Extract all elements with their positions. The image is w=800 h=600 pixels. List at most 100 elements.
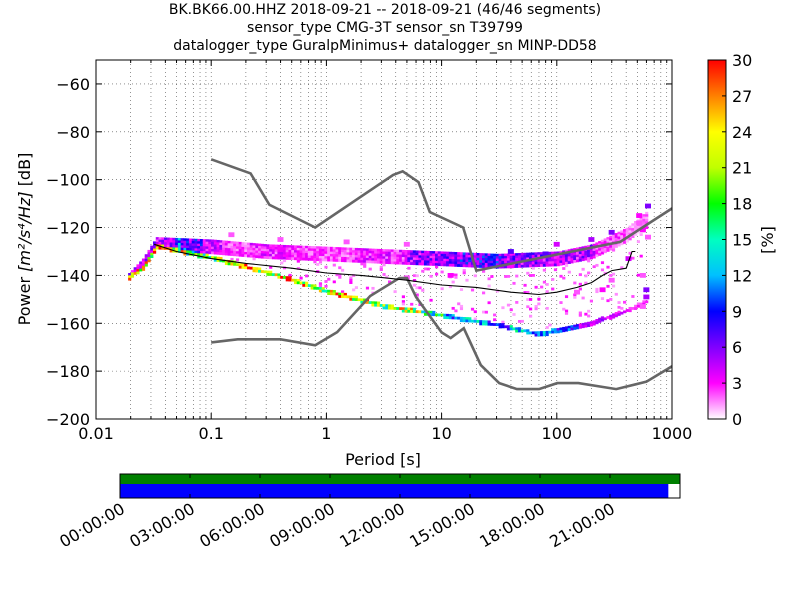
histogram-cell xyxy=(642,216,646,220)
histogram-cell xyxy=(365,248,370,252)
histogram-cell xyxy=(520,255,524,259)
histogram-cell xyxy=(600,239,605,243)
histogram-cell xyxy=(526,255,530,258)
histogram-cell xyxy=(343,259,347,263)
histogram-cell xyxy=(274,256,278,260)
histogram-cell xyxy=(191,243,195,247)
histogram-cell xyxy=(584,281,588,285)
histogram-cell xyxy=(288,278,292,282)
histogram-cell xyxy=(379,304,383,307)
histogram-cell xyxy=(313,253,317,257)
histogram-cell xyxy=(338,256,342,260)
histogram-cell xyxy=(371,248,375,252)
histogram-cell xyxy=(382,263,386,267)
histogram-cell xyxy=(371,251,375,254)
histogram-cell xyxy=(578,256,582,260)
histogram-cell xyxy=(144,259,148,262)
histogram-cell xyxy=(329,256,334,260)
histogram-cell xyxy=(407,254,411,258)
histogram-cell xyxy=(363,265,367,268)
histogram-cell xyxy=(603,247,607,251)
histogram-cell xyxy=(130,270,135,273)
histogram-cell xyxy=(448,316,452,320)
histogram-cell xyxy=(631,228,635,231)
histogram-cell xyxy=(457,259,461,263)
histogram-cell xyxy=(490,263,494,266)
histogram-cell xyxy=(589,299,593,303)
histogram-cell xyxy=(147,259,151,263)
histogram-cell xyxy=(404,257,408,260)
histogram-cell xyxy=(152,243,157,247)
histogram-cell xyxy=(324,284,328,288)
histogram-cell xyxy=(327,253,331,257)
histogram-cell xyxy=(379,258,383,262)
histogram-cell xyxy=(578,313,582,317)
histogram-cell xyxy=(529,314,533,318)
histogram-cell xyxy=(540,285,544,289)
histogram-cell xyxy=(260,246,264,250)
histogram-patch xyxy=(644,234,651,240)
histogram-cell xyxy=(244,251,248,255)
histogram-cell xyxy=(620,266,624,270)
histogram-cell xyxy=(183,240,187,244)
histogram-cell xyxy=(451,314,455,317)
histogram-cell xyxy=(587,321,591,325)
histogram-cell xyxy=(152,246,157,249)
histogram-cell xyxy=(318,258,323,262)
histogram-cell xyxy=(291,257,295,261)
psd-histogram xyxy=(128,203,651,337)
histogram-cell xyxy=(404,259,408,263)
histogram-cell xyxy=(390,259,394,262)
histogram-cell xyxy=(482,265,486,268)
histogram-cell xyxy=(587,252,591,256)
histogram-cell xyxy=(164,242,168,246)
histogram-cell xyxy=(459,316,464,320)
histogram-cell xyxy=(307,284,311,288)
histogram-cell xyxy=(567,258,571,262)
histogram-patch xyxy=(636,220,643,226)
histogram-cell xyxy=(534,285,538,289)
histogram-cell xyxy=(645,219,649,222)
histogram-cell xyxy=(305,250,309,254)
histogram-cell xyxy=(274,249,278,253)
histogram-cell xyxy=(332,254,336,257)
histogram-cell xyxy=(570,327,574,331)
histogram-cell xyxy=(216,244,220,248)
histogram-cell xyxy=(352,247,356,251)
histogram-cell xyxy=(570,258,574,262)
histogram-cell xyxy=(564,295,569,299)
histogram-cell xyxy=(509,327,513,331)
histogram-cell xyxy=(545,330,549,334)
histogram-cell xyxy=(598,250,602,254)
histogram-cell xyxy=(393,256,397,260)
histogram-cell xyxy=(553,328,558,331)
histogram-cell xyxy=(459,304,464,308)
histogram-cell xyxy=(365,301,370,304)
histogram-cell xyxy=(537,302,541,306)
histogram-cell xyxy=(440,256,444,260)
histogram-cell xyxy=(374,255,378,259)
histogram-cell xyxy=(335,273,339,277)
histogram-cell xyxy=(155,246,159,250)
histogram-cell xyxy=(584,312,588,316)
histogram-cell xyxy=(587,271,591,275)
colorbar-tick-label: 24 xyxy=(732,123,752,142)
histogram-cell xyxy=(567,249,571,252)
histogram-cell xyxy=(363,250,367,254)
histogram-cell xyxy=(258,245,262,249)
histogram-cell xyxy=(282,276,287,279)
histogram-cell xyxy=(482,262,486,266)
histogram-cell xyxy=(617,231,621,235)
histogram-cell xyxy=(376,253,381,257)
histogram-cell xyxy=(523,262,527,266)
histogram-cell xyxy=(222,259,226,263)
histogram-cell xyxy=(318,255,323,259)
histogram-cell xyxy=(578,325,582,329)
histogram-cell xyxy=(623,229,627,232)
histogram-cell xyxy=(645,221,649,225)
histogram-cell xyxy=(352,288,356,292)
histogram-cell xyxy=(324,265,328,269)
histogram-cell xyxy=(487,255,491,259)
histogram-cell xyxy=(443,313,447,317)
histogram-cell xyxy=(188,248,193,251)
